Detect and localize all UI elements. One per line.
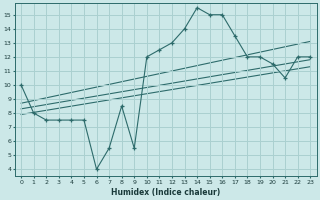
X-axis label: Humidex (Indice chaleur): Humidex (Indice chaleur) — [111, 188, 220, 197]
